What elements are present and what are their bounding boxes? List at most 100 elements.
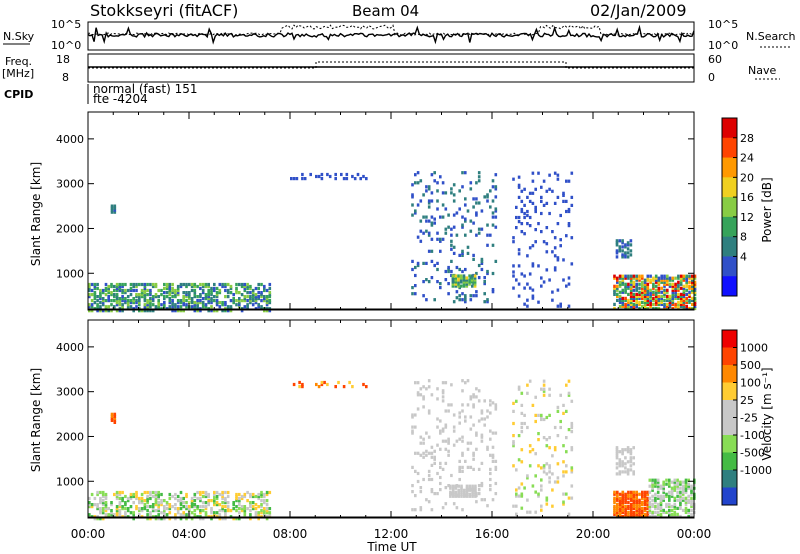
data-cell bbox=[174, 288, 177, 293]
data-cell bbox=[635, 298, 638, 302]
data-cell bbox=[110, 509, 113, 513]
data-cell bbox=[515, 488, 518, 492]
data-cell bbox=[260, 305, 263, 309]
data-cell bbox=[542, 417, 546, 422]
data-cell bbox=[494, 209, 498, 213]
data-cell bbox=[99, 517, 102, 521]
data-cell bbox=[651, 488, 654, 492]
power-data-cells bbox=[88, 171, 697, 313]
data-cell bbox=[171, 282, 174, 287]
data-cell bbox=[531, 244, 535, 248]
data-cell bbox=[190, 517, 194, 521]
data-cell bbox=[416, 181, 420, 185]
data-cell bbox=[422, 215, 425, 219]
data-cell bbox=[196, 496, 199, 501]
data-cell bbox=[635, 512, 638, 516]
data-cell bbox=[430, 173, 434, 177]
data-cell bbox=[251, 293, 255, 297]
data-cell bbox=[433, 221, 436, 225]
data-cell bbox=[124, 297, 127, 301]
data-cell bbox=[663, 302, 666, 306]
data-cell bbox=[224, 309, 227, 313]
data-cell bbox=[235, 492, 238, 497]
data-cell bbox=[265, 301, 269, 305]
data-cell bbox=[430, 223, 434, 227]
data-cell bbox=[168, 284, 172, 289]
data-cell bbox=[365, 177, 368, 181]
data-cell bbox=[526, 498, 529, 502]
data-cell bbox=[491, 199, 495, 203]
data-cell bbox=[204, 511, 208, 515]
data-cell bbox=[531, 264, 535, 268]
data-cell bbox=[213, 511, 216, 515]
data-cell bbox=[472, 197, 475, 201]
data-cell bbox=[430, 463, 434, 467]
data-cell bbox=[562, 470, 565, 474]
data-cell bbox=[126, 509, 130, 513]
data-cell bbox=[480, 209, 484, 213]
data-cell bbox=[528, 224, 532, 228]
data-cell bbox=[96, 303, 99, 307]
data-cell bbox=[210, 299, 213, 303]
data-cell bbox=[632, 304, 636, 308]
data-cell bbox=[618, 510, 622, 514]
data-cell bbox=[471, 490, 474, 494]
data-cell bbox=[632, 494, 636, 498]
data-cell bbox=[665, 482, 668, 486]
data-cell bbox=[196, 303, 199, 307]
data-cell bbox=[688, 300, 691, 304]
data-cell bbox=[618, 298, 622, 302]
y-tick-label: 4000 bbox=[56, 341, 84, 354]
data-cell bbox=[613, 288, 616, 292]
data-cell bbox=[517, 282, 521, 286]
data-cell bbox=[662, 480, 665, 484]
data-cell bbox=[534, 452, 537, 456]
data-cell bbox=[464, 415, 467, 419]
data-cell bbox=[624, 282, 627, 286]
data-cell bbox=[512, 434, 515, 438]
data-cell bbox=[486, 271, 489, 276]
data-cell bbox=[135, 293, 138, 297]
data-cell bbox=[641, 490, 644, 494]
data-cell bbox=[263, 494, 266, 499]
data-cell bbox=[229, 286, 233, 291]
data-cell bbox=[140, 288, 144, 293]
data-cell bbox=[531, 294, 535, 298]
data-cell bbox=[444, 409, 448, 413]
data-cell bbox=[132, 297, 135, 301]
data-cell bbox=[138, 293, 141, 297]
data-cell bbox=[542, 387, 546, 391]
data-cell bbox=[459, 276, 463, 280]
data-cell bbox=[451, 282, 455, 286]
data-cell bbox=[163, 295, 166, 299]
data-cell bbox=[224, 517, 227, 521]
data-cell bbox=[149, 513, 152, 517]
data-cell bbox=[685, 298, 688, 302]
data-cell bbox=[439, 465, 442, 469]
data-cell bbox=[146, 288, 149, 293]
data-cell bbox=[641, 276, 644, 280]
data-cell bbox=[430, 477, 434, 482]
data-cell bbox=[101, 490, 105, 495]
data-cell bbox=[674, 284, 677, 288]
data-cell bbox=[638, 500, 641, 504]
data-cell bbox=[199, 511, 202, 515]
data-cell bbox=[641, 300, 644, 304]
data-cell bbox=[468, 494, 472, 498]
data-cell bbox=[562, 191, 565, 195]
data-cell bbox=[643, 494, 647, 498]
data-cell bbox=[447, 403, 450, 407]
data-cell bbox=[163, 513, 166, 517]
data-cell bbox=[646, 290, 650, 294]
data-cell bbox=[451, 284, 455, 288]
data-cell bbox=[531, 201, 535, 205]
data-cell bbox=[679, 502, 682, 506]
nave-tick-top: 60 bbox=[708, 53, 722, 66]
data-cell bbox=[460, 494, 463, 498]
data-cell bbox=[641, 496, 644, 500]
data-cell bbox=[687, 508, 690, 512]
data-cell bbox=[670, 512, 674, 516]
data-cell bbox=[427, 385, 431, 389]
data-cell bbox=[654, 500, 657, 504]
y-tick-label: 2000 bbox=[56, 430, 84, 443]
